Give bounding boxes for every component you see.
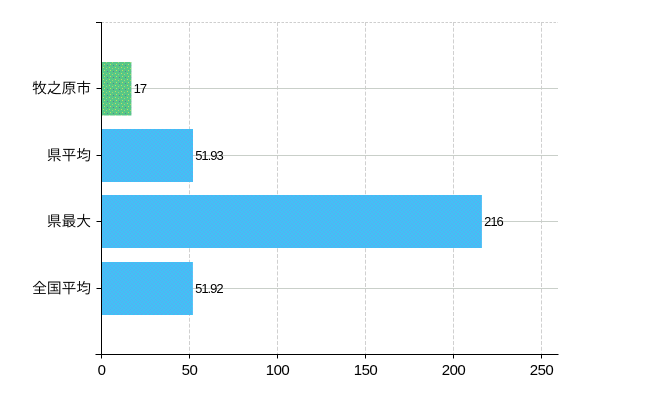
svg-text:50: 50 — [182, 362, 198, 379]
svg-text:51.92: 51.92 — [195, 281, 223, 296]
svg-text:17: 17 — [134, 81, 147, 96]
svg-text:51.93: 51.93 — [195, 148, 223, 163]
svg-text:100: 100 — [266, 362, 290, 379]
svg-text:0: 0 — [98, 362, 106, 379]
svg-text:200: 200 — [442, 362, 466, 379]
svg-text:216: 216 — [484, 214, 503, 229]
svg-text:250: 250 — [530, 362, 554, 379]
svg-text:150: 150 — [354, 362, 378, 379]
